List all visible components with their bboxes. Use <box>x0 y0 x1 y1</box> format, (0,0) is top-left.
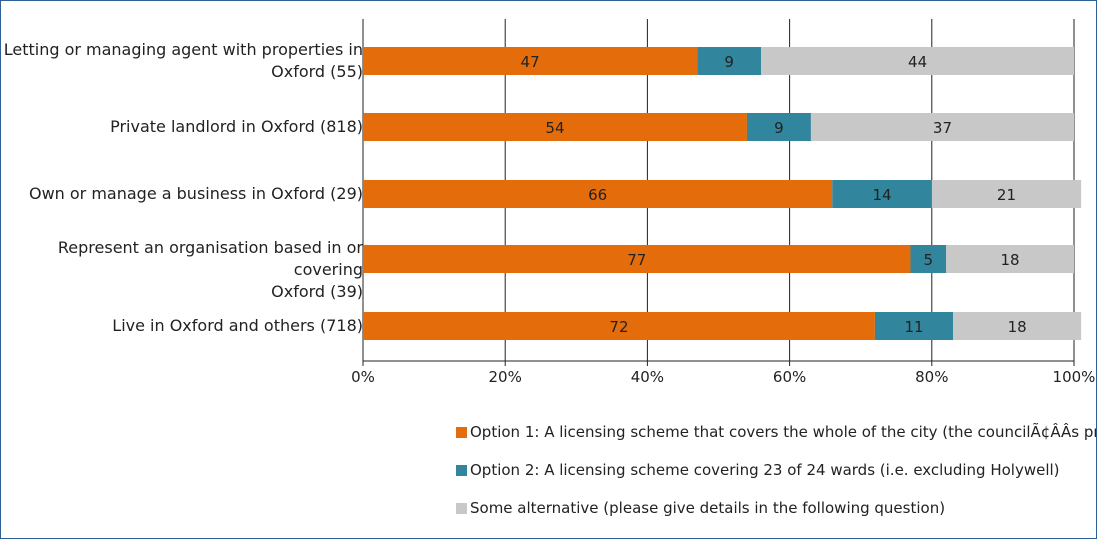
legend-label: Option 2: A licensing scheme covering 23… <box>470 461 1060 479</box>
bar-segment <box>746 113 811 141</box>
category-label-line: Oxford (39) <box>271 282 363 301</box>
legend-swatch <box>456 464 467 476</box>
bar-segment <box>761 47 1074 75</box>
data-label: 37 <box>933 119 952 137</box>
legend-swatch <box>456 426 467 438</box>
bar-segment <box>697 47 762 75</box>
category-label-line: Represent an organisation based in or co… <box>57 238 363 279</box>
bar-segment <box>363 113 747 141</box>
data-label: 77 <box>627 251 646 269</box>
bar-segment <box>910 245 947 273</box>
legend-item: Some alternative (please give details in… <box>456 489 1096 527</box>
bar-segment <box>931 180 1082 208</box>
category-label-line: Live in Oxford and others (718) <box>112 316 363 335</box>
x-tick-label: 60% <box>773 368 806 386</box>
x-tick-label: 100% <box>1053 368 1096 386</box>
x-tick-label: 20% <box>489 368 522 386</box>
category-label: Private landlord in Oxford (818) <box>3 116 363 138</box>
stacked-bar-chart: 47 9 44 54 9 37 66 14 21 77 5 18 72 11 18 0% 20% 40% 60% 80… <box>351 19 1096 386</box>
data-label: 5 <box>923 251 933 269</box>
legend-label: Option 1: A licensing scheme that covers… <box>470 423 1097 441</box>
category-label-line: Letting or managing agent with propertie… <box>3 40 363 59</box>
data-label: 11 <box>904 318 923 336</box>
bar-segment <box>363 47 698 75</box>
data-label: 21 <box>997 186 1016 204</box>
category-label-line: Oxford (55) <box>271 62 363 81</box>
x-tick-label: 40% <box>631 368 664 386</box>
data-label: 66 <box>588 186 607 204</box>
data-label: 9 <box>724 53 734 71</box>
bar-segment <box>874 312 954 340</box>
data-label: 54 <box>545 119 564 137</box>
category-label: Represent an organisation based in or co… <box>3 237 363 303</box>
bar-segment <box>363 312 875 340</box>
category-label: Own or manage a business in Oxford (29) <box>3 183 363 205</box>
legend-item: Option 2: A licensing scheme covering 23… <box>456 451 1096 489</box>
bar-segment <box>832 180 932 208</box>
legend-swatch <box>456 502 467 514</box>
data-label: 18 <box>1008 318 1027 336</box>
data-label: 44 <box>908 53 927 71</box>
legend-item: Option 1: A licensing scheme that covers… <box>456 413 1096 451</box>
bar-segment <box>946 245 1074 273</box>
category-label: Live in Oxford and others (718) <box>3 315 363 337</box>
category-label-line: Private landlord in Oxford (818) <box>110 117 363 136</box>
category-label: Letting or managing agent with propertie… <box>3 39 363 83</box>
bar-segment <box>363 245 911 273</box>
data-label: 47 <box>521 53 540 71</box>
x-tick-label: 0% <box>351 368 375 386</box>
data-label: 9 <box>774 119 784 137</box>
bar-segment <box>363 180 833 208</box>
data-label: 18 <box>1000 251 1019 269</box>
category-label-line: Own or manage a business in Oxford (29) <box>28 184 363 203</box>
data-label: 72 <box>609 318 628 336</box>
bar-segment <box>810 113 1074 141</box>
legend-label: Some alternative (please give details in… <box>470 499 946 517</box>
legend: Option 1: A licensing scheme that covers… <box>456 413 1096 527</box>
bar-segment <box>953 312 1082 340</box>
x-tick-label: 80% <box>915 368 948 386</box>
data-label: 14 <box>872 186 891 204</box>
